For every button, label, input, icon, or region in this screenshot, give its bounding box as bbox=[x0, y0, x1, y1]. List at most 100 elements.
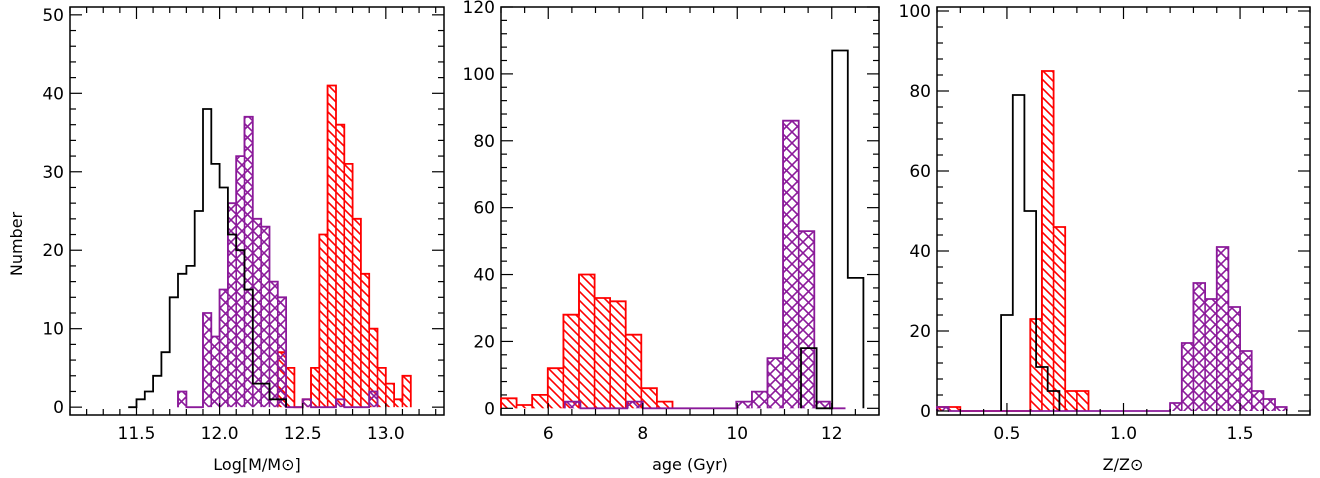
histogram-bar bbox=[501, 398, 517, 409]
y-tick-label: 20 bbox=[909, 322, 931, 342]
outline-histogram bbox=[128, 108, 287, 409]
histogram-bar bbox=[1193, 283, 1206, 411]
histogram-bar bbox=[547, 368, 564, 409]
histogram-bar bbox=[1216, 247, 1229, 411]
histogram-bar bbox=[369, 391, 378, 408]
hatched-histogram bbox=[500, 273, 674, 409]
hatched-histogram bbox=[276, 84, 412, 409]
axis-layer: 0.5 1.0 1.5 0 20 40 60 80 100 bbox=[899, 2, 1311, 444]
histogram-bar bbox=[948, 407, 961, 411]
histogram-bar bbox=[302, 399, 312, 408]
histogram-bar bbox=[335, 124, 345, 408]
x-tick-label: 12 bbox=[821, 424, 843, 444]
y-tick-label: 40 bbox=[473, 266, 495, 286]
histogram-bar bbox=[377, 367, 386, 408]
x-tick-label: 1.5 bbox=[1227, 424, 1254, 444]
axis-layer: 11.5 12.0 12.5 13.0 0 10 20 30 40 50 bbox=[42, 6, 444, 444]
outline-histogram bbox=[1000, 94, 1061, 411]
y-axis-title: Number bbox=[7, 211, 26, 276]
histogram-bar bbox=[319, 234, 328, 408]
histogram-bar bbox=[236, 156, 245, 408]
histogram-bar bbox=[369, 328, 378, 408]
histogram-bar bbox=[1053, 227, 1066, 411]
histogram-bar bbox=[1228, 307, 1241, 411]
histogram-step-outline bbox=[1000, 94, 1061, 411]
histogram-bar bbox=[610, 301, 626, 409]
y-tick-label: 100 bbox=[463, 65, 495, 85]
histogram-bar bbox=[594, 297, 611, 409]
histogram-bar bbox=[516, 404, 533, 409]
histogram-step-outline bbox=[500, 273, 674, 409]
y-tick-label: 60 bbox=[909, 162, 931, 182]
x-axis-title: Log[M/M⊙] bbox=[213, 455, 300, 474]
histogram-bar bbox=[327, 85, 336, 408]
y-tick-label: 40 bbox=[909, 242, 931, 262]
histogram-bar bbox=[627, 401, 643, 409]
y-tick-label: 50 bbox=[42, 6, 64, 26]
crosshatch-histogram bbox=[563, 119, 846, 410]
histogram-bar bbox=[1181, 343, 1194, 411]
series-layer bbox=[936, 70, 1288, 412]
histogram-step-outline bbox=[128, 108, 287, 409]
x-axis-title: age (Gyr) bbox=[652, 455, 728, 474]
histogram-bar bbox=[261, 226, 270, 408]
histogram-bar bbox=[1251, 391, 1264, 411]
histogram-step-outline bbox=[177, 115, 379, 409]
histogram-bar bbox=[798, 231, 815, 409]
x-tick-label: 13.0 bbox=[367, 424, 405, 444]
histogram-bar bbox=[178, 391, 187, 408]
histogram-bar bbox=[564, 401, 581, 409]
histogram-bar bbox=[1240, 351, 1252, 411]
y-tick-label: 40 bbox=[42, 84, 64, 104]
x-tick-label: 1.0 bbox=[1110, 424, 1137, 444]
x-tick-label: 6 bbox=[543, 424, 554, 444]
histogram-bar bbox=[286, 367, 295, 408]
histogram-bar bbox=[335, 399, 345, 408]
y-tick-label: 0 bbox=[53, 398, 64, 418]
histogram-bar bbox=[269, 281, 278, 408]
x-tick-label: 11.5 bbox=[118, 424, 156, 444]
y-tick-label: 120 bbox=[463, 0, 495, 18]
histogram-bar bbox=[814, 401, 830, 409]
plot-frame bbox=[500, 6, 880, 416]
y-tick-label: 60 bbox=[473, 199, 495, 219]
histogram-bar bbox=[277, 297, 287, 408]
panel-metallicity: 0.5 1.0 1.5 0 20 40 60 80 100 Z/Z⊙ bbox=[899, 2, 1311, 474]
y-tick-label: 10 bbox=[42, 320, 64, 340]
histogram-bar bbox=[402, 375, 411, 408]
x-tick-label: 10 bbox=[726, 424, 748, 444]
histogram-bar bbox=[352, 218, 361, 408]
histogram-bar bbox=[751, 391, 768, 409]
histogram-bar bbox=[563, 314, 579, 409]
histogram-bar bbox=[1263, 399, 1276, 411]
y-tick-label: 80 bbox=[473, 132, 495, 152]
histogram-step-outline bbox=[563, 119, 846, 410]
x-tick-label: 12.0 bbox=[201, 424, 239, 444]
plot-frame bbox=[69, 6, 445, 416]
histogram-bar bbox=[532, 394, 548, 409]
x-axis-title: Z/Z⊙ bbox=[1103, 455, 1144, 474]
histogram-bar bbox=[211, 336, 220, 408]
histogram-bar bbox=[767, 358, 784, 409]
crosshatch-histogram bbox=[936, 246, 1288, 412]
y-tick-label: 0 bbox=[920, 402, 931, 422]
y-tick-label: 20 bbox=[473, 332, 495, 352]
histogram-bar bbox=[625, 334, 642, 409]
y-tick-label: 0 bbox=[484, 399, 495, 419]
histogram-bar bbox=[252, 218, 262, 408]
y-tick-label: 30 bbox=[42, 163, 64, 183]
histogram-bar bbox=[244, 116, 253, 408]
x-tick-label: 8 bbox=[637, 424, 648, 444]
series-layer bbox=[500, 49, 865, 410]
outline-histogram bbox=[800, 49, 865, 410]
histogram-bar bbox=[1076, 391, 1089, 411]
histogram-bar bbox=[1041, 71, 1054, 411]
y-tick-label: 100 bbox=[899, 2, 931, 22]
panel-mass: 11.5 12.0 12.5 13.0 0 10 20 30 40 50 Log[M/M⊙] bbox=[42, 6, 445, 474]
histogram-bar bbox=[344, 163, 353, 408]
histogram-bar bbox=[227, 203, 237, 408]
y-tick-label: 20 bbox=[42, 241, 64, 261]
x-tick-label: 12.5 bbox=[284, 424, 322, 444]
